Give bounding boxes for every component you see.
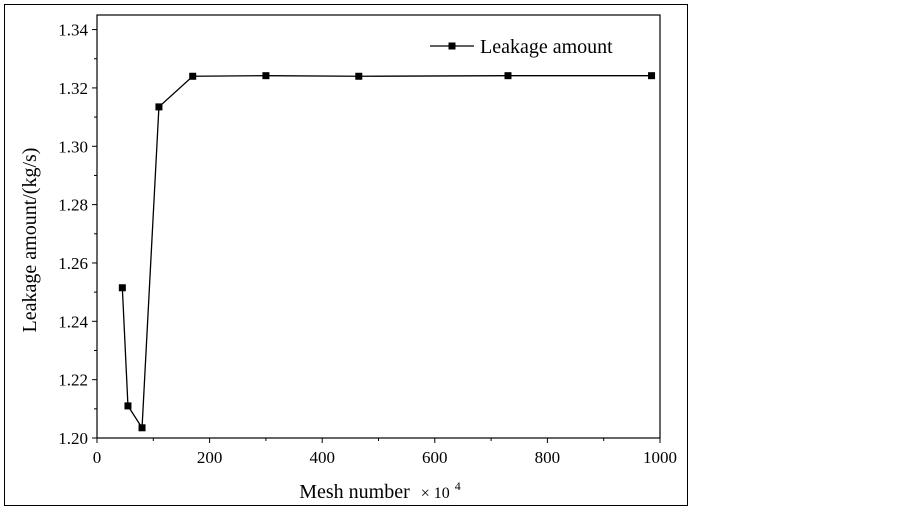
series-layer — [118, 72, 656, 432]
chart-frame — [4, 4, 688, 506]
x-tick-label: 1000 — [643, 448, 677, 467]
data-point — [118, 284, 126, 292]
plot-area — [96, 14, 661, 439]
y-axis-title: Leakage amount/(kg/s) — [19, 148, 41, 333]
x-tick-label: 800 — [535, 448, 561, 467]
y-tick-label: 1.28 — [58, 196, 88, 215]
x-tick-label: 400 — [309, 448, 335, 467]
y-tick-label: 1.34 — [58, 21, 88, 40]
data-point — [504, 72, 512, 80]
x-axis-title: Mesh number × 10 4 — [299, 479, 461, 503]
data-point — [189, 72, 197, 80]
data-point — [155, 103, 163, 111]
x-axis-title-multiplier: × 10 — [421, 485, 450, 502]
data-point — [138, 424, 146, 432]
legend: Leakage amount — [430, 36, 613, 58]
x-axis-title-text: Mesh number — [299, 481, 410, 503]
series-line — [121, 75, 652, 430]
y-axis: 1.20 1.22 1.24 1.26 1.28 1.30 1.32 1.34 — [58, 21, 97, 448]
y-tick-label: 1.20 — [58, 429, 88, 448]
x-tick-label: 200 — [197, 448, 223, 467]
y-tick-label: 1.32 — [58, 79, 88, 98]
legend-marker — [448, 42, 456, 50]
x-tick-label: 600 — [422, 448, 448, 467]
data-point — [355, 72, 363, 80]
x-axis-title-exponent: 4 — [455, 479, 461, 493]
legend-label: Leakage amount — [480, 36, 613, 58]
data-point — [262, 72, 270, 80]
y-tick-label: 1.22 — [58, 371, 88, 390]
y-tick-label: 1.26 — [58, 254, 88, 273]
data-point — [648, 72, 656, 80]
y-tick-label: 1.24 — [58, 312, 88, 331]
y-tick-label: 1.30 — [58, 137, 88, 156]
plot-border — [96, 14, 661, 439]
data-point — [124, 402, 132, 410]
x-tick-label: 0 — [93, 448, 102, 467]
x-axis: 0 200 400 600 800 1000 — [93, 438, 677, 467]
